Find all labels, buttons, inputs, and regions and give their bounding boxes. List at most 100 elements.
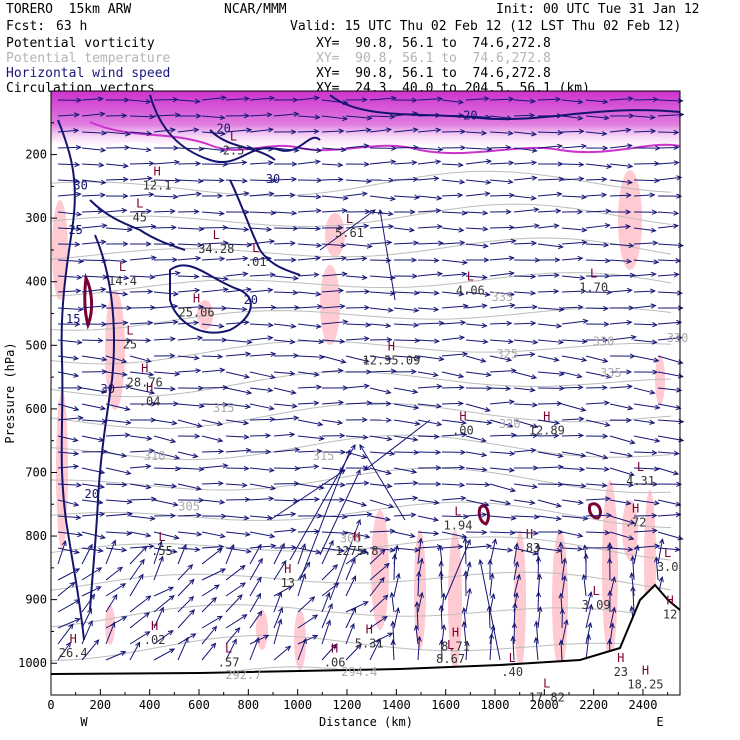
- circulation-vector-291: [177, 273, 200, 280]
- circulation-vector-605: [225, 465, 250, 472]
- circulation-vector-866: [249, 610, 263, 629]
- circulation-vector-847: [417, 591, 424, 613]
- circulation-vector-181: [657, 193, 683, 199]
- circulation-vector-564: [489, 432, 517, 438]
- svg-text:L: L: [447, 638, 454, 652]
- circulation-vector-237: [129, 241, 152, 247]
- circulation-vector-341: [129, 304, 156, 311]
- circulation-vector-420: [153, 353, 176, 359]
- circulation-vector-391: [81, 337, 104, 344]
- circulation-vector-840: [249, 592, 262, 613]
- circulation-vector-774: [535, 543, 541, 565]
- circulation-vector-517: [609, 403, 634, 411]
- svg-text:H: H: [642, 664, 649, 678]
- circulation-vector-733: [177, 546, 201, 553]
- x-tick-label-8: 1600: [431, 698, 460, 712]
- circulation-vector-452: [297, 371, 320, 377]
- circulation-vector-202: [537, 208, 562, 214]
- y-tick-label-7: 900: [25, 593, 47, 607]
- circulation-vector-320: [249, 287, 274, 293]
- circulation-vector-329: [465, 291, 491, 297]
- circulation-vector-670: [537, 499, 562, 508]
- circulation-vector-249: [417, 240, 444, 246]
- x-tick-label-11: 2200: [579, 698, 608, 712]
- circulation-vector-212: [153, 224, 177, 231]
- circulation-vector-348: [297, 304, 323, 310]
- circulation-vector-71: [513, 131, 538, 137]
- circulation-vector-600: [105, 467, 132, 476]
- circulation-vector-377: [369, 322, 392, 329]
- circulation-vector-825: [513, 573, 521, 597]
- circulation-vector-323: [321, 288, 345, 294]
- circulation-vector-867: [273, 606, 283, 629]
- circulation-vector-444: [105, 371, 128, 377]
- circulation-vector-425: [273, 353, 300, 359]
- x-tick-label-1: 200: [89, 698, 111, 712]
- circulation-vector-535: [417, 419, 443, 427]
- circulation-vector-26: [57, 112, 80, 118]
- forecast-hour: 63 h: [56, 19, 88, 34]
- circulation-vector-744: [441, 544, 464, 550]
- circulation-vector-928: [488, 632, 495, 661]
- circulation-vector-725: [609, 531, 635, 541]
- circulation-vector-913: [129, 641, 141, 661]
- circulation-vector-85: [225, 144, 253, 151]
- circulation-vector-370: [201, 323, 225, 329]
- circulation-vector-260: [57, 258, 85, 264]
- circulation-vector-387: [609, 319, 633, 326]
- circulation-vector-328: [441, 291, 465, 297]
- svg-text:17.82: 17.82: [529, 690, 565, 704]
- circulation-vector-836: [153, 594, 175, 613]
- circulation-vector-832: [57, 599, 81, 613]
- circulation-vector-783: [129, 558, 145, 581]
- svg-text:3.09: 3.09: [582, 598, 611, 612]
- circulation-vector-624: [57, 482, 83, 488]
- circulation-vector-852: [535, 591, 542, 613]
- circulation-vector-433: [465, 355, 487, 363]
- circulation-vector-727: [657, 531, 684, 541]
- svg-text:L: L: [593, 584, 600, 598]
- circulation-vector-415: [657, 335, 683, 341]
- circulation-vector-10: [297, 95, 321, 101]
- circulation-vector-482: [393, 387, 419, 395]
- circulation-vector-302: [441, 271, 468, 277]
- wind-label-4: 25: [68, 223, 82, 237]
- circulation-vector-461: [513, 371, 538, 380]
- pink-region-5: [325, 213, 345, 257]
- circulation-vector-46: [537, 113, 563, 119]
- circulation-vector-104: [57, 162, 81, 168]
- circulation-vector-839: [225, 594, 243, 613]
- circulation-vector-331: [513, 290, 537, 296]
- svg-text:L: L: [509, 651, 516, 665]
- circulation-vector-571: [657, 435, 685, 443]
- circulation-vector-84: [201, 147, 226, 153]
- circulation-vector-809: [129, 573, 144, 597]
- circulation-vector-352: [393, 307, 420, 313]
- circulation-vector-760: [201, 547, 223, 565]
- svg-text:28.76: 28.76: [127, 376, 163, 390]
- circulation-vector-471: [129, 387, 156, 395]
- circulation-vector-354: [441, 303, 469, 309]
- circulation-vector-871: [369, 615, 388, 629]
- circulation-vector-152: [585, 176, 608, 183]
- pv-contour: [89, 121, 681, 155]
- wind-label-6: 20: [244, 293, 258, 307]
- circulation-vector-380: [441, 320, 467, 326]
- circulation-vector-841: [273, 591, 283, 613]
- circulation-vector-612: [393, 467, 418, 474]
- circulation-vector-887: [129, 631, 151, 645]
- circulation-vector-123: [513, 160, 538, 166]
- extremum-h-31: H.06: [324, 641, 346, 669]
- circulation-vector-905: [561, 618, 569, 645]
- init-time: Init: 00 UTC Tue 31 Jan 12: [496, 2, 700, 17]
- circulation-vector-690: [393, 512, 417, 518]
- x-tick-label-6: 1200: [333, 698, 362, 712]
- circulation-vector-703: [81, 531, 107, 540]
- circulation-vector-327: [417, 290, 440, 296]
- circulation-vector-491: [609, 384, 633, 390]
- circulation-vector-767: [369, 549, 386, 565]
- svg-text:1275.8: 1275.8: [335, 544, 378, 558]
- circulation-vector-193: [321, 208, 348, 214]
- wind-contour-4: [329, 94, 681, 121]
- circulation-vector-5: [177, 98, 201, 104]
